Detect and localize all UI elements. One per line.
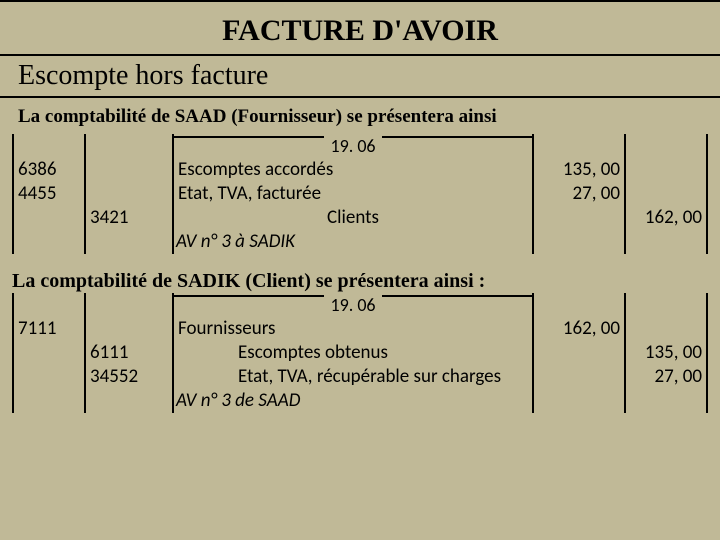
ledger-row: 4455 Etat, TVA, facturée27, 00 bbox=[12, 182, 708, 206]
debit-account: 4455 bbox=[12, 182, 84, 206]
supplier-date: 19. 06 bbox=[324, 134, 381, 158]
debit-amount bbox=[534, 341, 624, 365]
credit-amount: 162, 00 bbox=[624, 206, 708, 230]
debit-account: 7111 bbox=[12, 317, 84, 341]
client-note: AV n° 3 de SAAD bbox=[172, 389, 534, 413]
entry-label: Etat, TVA, facturée bbox=[172, 182, 534, 206]
ledger-row: 34552Etat, TVA, récupérable sur charges 2… bbox=[12, 365, 708, 389]
debit-amount: 162, 00 bbox=[534, 317, 624, 341]
ledger-row: 6386 Escomptes accordés135, 00 bbox=[12, 158, 708, 182]
debit-amount bbox=[534, 206, 624, 230]
entry-label: Clients bbox=[172, 206, 534, 230]
credit-amount: 135, 00 bbox=[624, 341, 708, 365]
client-date: 19. 06 bbox=[324, 293, 381, 317]
debit-amount: 135, 00 bbox=[534, 158, 624, 182]
page-subtitle: Escompte hors facture bbox=[0, 56, 720, 96]
credit-amount bbox=[624, 182, 708, 206]
entry-label: Fournisseurs bbox=[172, 317, 534, 341]
supplier-ledger: 19. 06 6386Escomptes accordés135, 004455… bbox=[12, 134, 708, 254]
debit-account bbox=[12, 341, 84, 365]
entry-label: Escomptes accordés bbox=[172, 158, 534, 182]
ledger-row: 3421Clients 162, 00 bbox=[12, 206, 708, 230]
credit-amount: 27, 00 bbox=[624, 365, 708, 389]
credit-account: 6111 bbox=[84, 341, 172, 365]
debit-account bbox=[12, 206, 84, 230]
debit-amount: 27, 00 bbox=[534, 182, 624, 206]
entry-label: Etat, TVA, récupérable sur charges bbox=[172, 365, 534, 389]
client-ledger: 19. 06 7111Fournisseurs162, 006111Escomp… bbox=[12, 293, 708, 413]
debit-account bbox=[12, 365, 84, 389]
ledger-row: 6111Escomptes obtenus 135, 00 bbox=[12, 341, 708, 365]
credit-amount bbox=[624, 158, 708, 182]
credit-account bbox=[84, 317, 172, 341]
ledger-row: 7111 Fournisseurs162, 00 bbox=[12, 317, 708, 341]
supplier-intro: La comptabilité de SAAD (Fournisseur) se… bbox=[0, 98, 720, 134]
credit-account: 34552 bbox=[84, 365, 172, 389]
page-title: FACTURE D'AVOIR bbox=[0, 2, 720, 54]
credit-account bbox=[84, 182, 172, 206]
supplier-note: AV n° 3 à SADIK bbox=[172, 230, 534, 254]
client-intro: La comptabilité de SADIK (Client) se pré… bbox=[0, 266, 720, 293]
credit-account bbox=[84, 158, 172, 182]
credit-account: 3421 bbox=[84, 206, 172, 230]
debit-amount bbox=[534, 365, 624, 389]
debit-account: 6386 bbox=[12, 158, 84, 182]
entry-label: Escomptes obtenus bbox=[172, 341, 534, 365]
credit-amount bbox=[624, 317, 708, 341]
